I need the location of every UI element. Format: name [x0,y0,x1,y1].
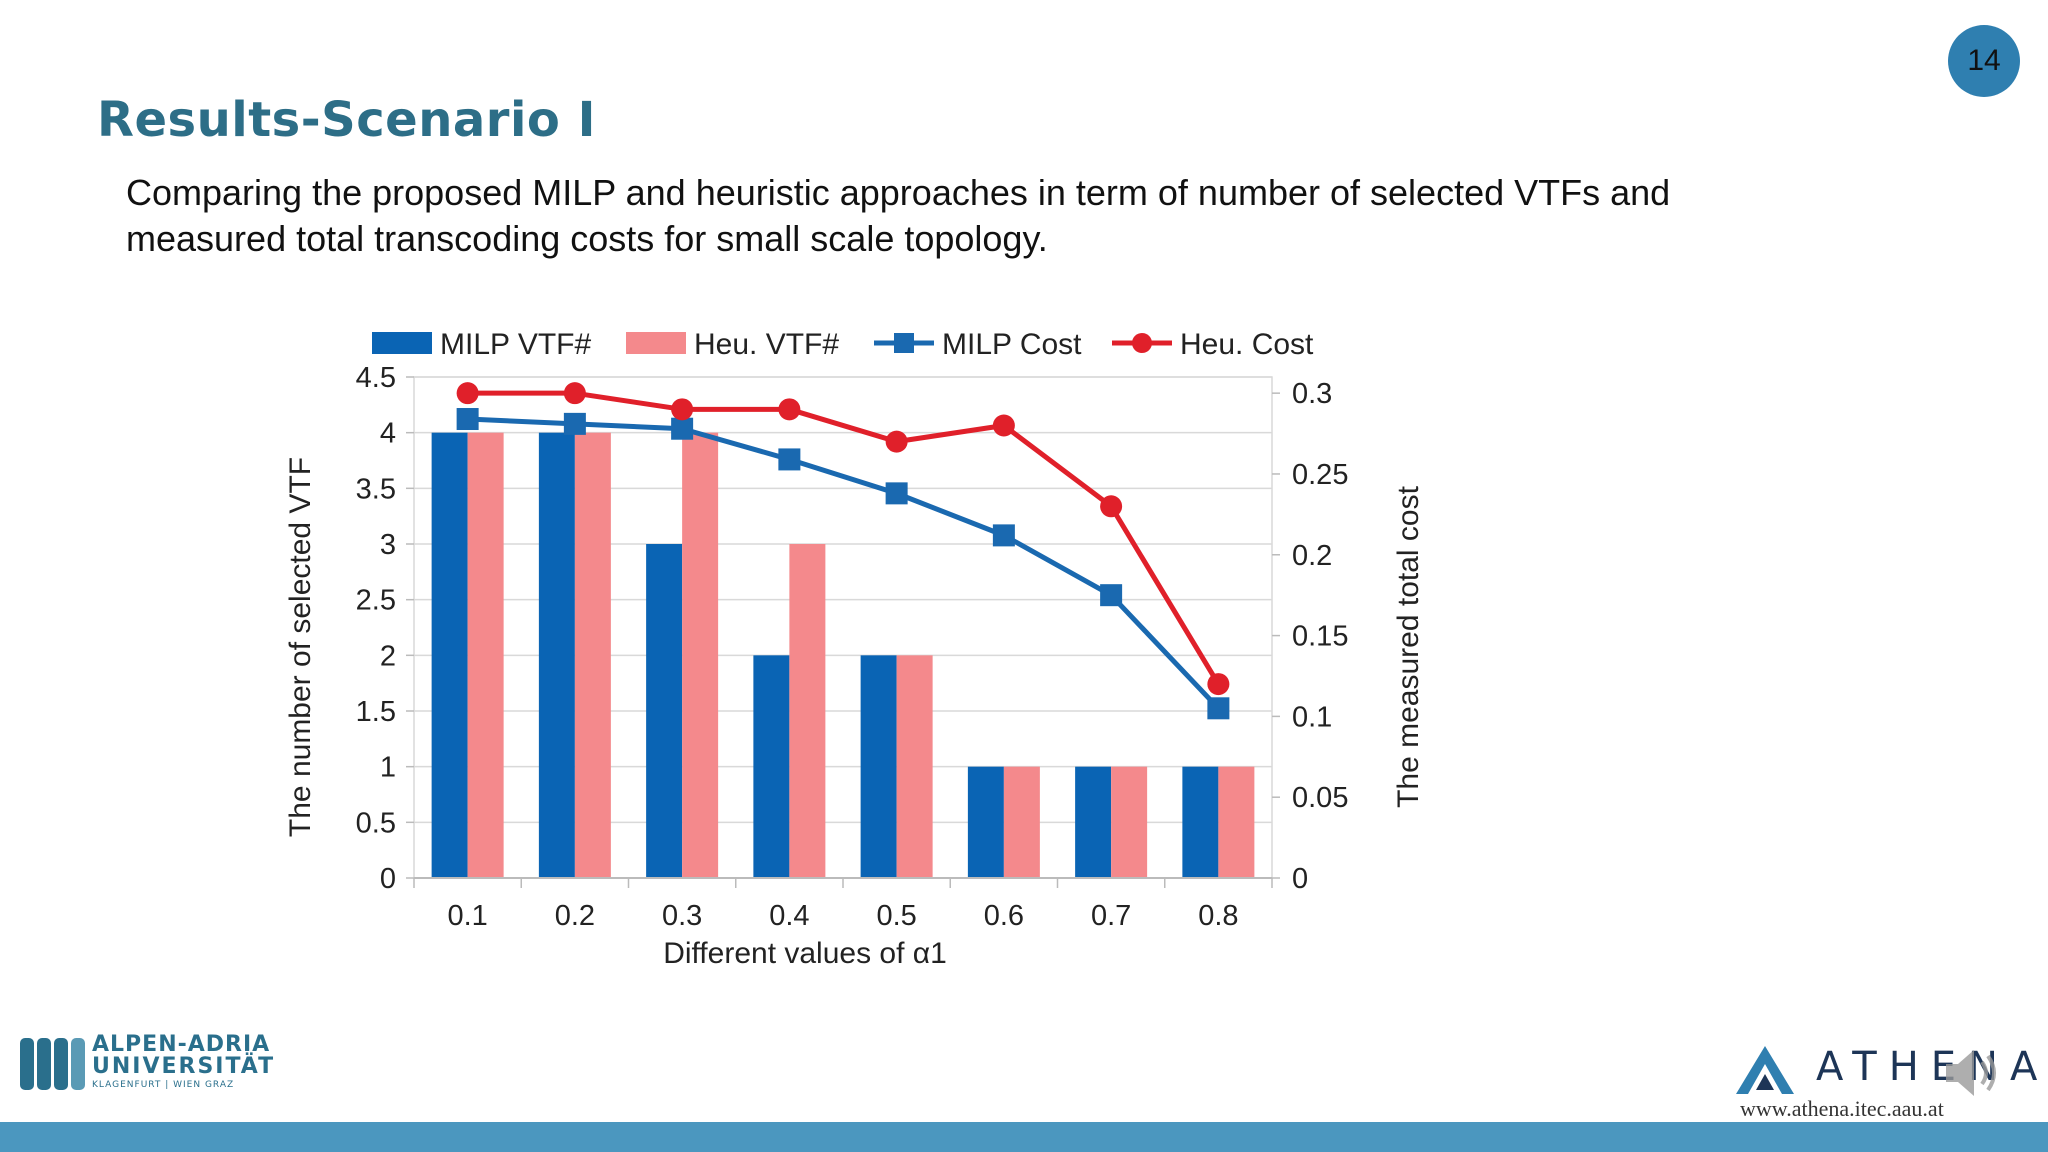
bar [467,432,504,878]
point-square [1100,584,1123,607]
point-circle [456,382,479,405]
series-line [467,390,1221,686]
y2-tick-label: 0.2 [1292,540,1332,572]
bar [574,432,611,878]
point-square [992,524,1015,547]
x-tick-label: 0.1 [447,900,487,932]
y2-tick-label: 0.05 [1292,782,1348,814]
point-circle [671,398,694,421]
aau-logo-line3: KLAGENFURT | WIEN GRAZ [92,1080,235,1090]
legend-marker [1132,333,1152,353]
point-circle [1100,495,1123,518]
y-tick-label: 4.5 [356,362,396,394]
page-number-badge: 14 [1948,25,2020,97]
point-square [778,448,801,471]
bar [1075,766,1112,878]
y-tick-label: 1.5 [356,696,396,728]
y-tick-label: 0.5 [356,807,396,839]
x-tick-label: 0.3 [662,900,702,932]
point-circle [778,398,801,421]
legend-label: MILP VTF# [440,328,591,361]
y2-tick-label: 0.3 [1292,378,1332,410]
combo-chart: 0 0.5 1 1.5 2 2.5 3 3.5 4 4.5 0 0.05 0.1 0.15 0.2 0.25 0… [284,328,1425,970]
y2-tick-label: 0 [1292,863,1308,895]
y-tick-label: 2 [380,640,396,672]
y2-tick-label: 0.25 [1292,459,1348,491]
bar [896,655,933,878]
point-circle [563,382,586,405]
y-tick-label: 0 [380,863,396,895]
y-tick-label: 4 [380,418,396,450]
x-tick-label: 0.6 [984,900,1024,932]
x-tick-label: 0.5 [876,900,916,932]
footer-bar [0,1122,2048,1152]
bar [753,655,790,878]
bar [682,432,719,878]
y-tick-label: 2.5 [356,585,396,617]
bar [967,766,1004,878]
aau-logo-line2: UNIVERSITÄT [92,1054,276,1079]
bar [1003,766,1040,878]
bar [860,655,897,878]
aau-logo: ALPEN-ADRIA UNIVERSITÄT KLAGENFURT | WIE… [20,1030,273,1110]
aau-logo-mark-icon [20,1038,85,1090]
x-tick-label: 0.7 [1091,900,1131,932]
point-square [885,482,908,505]
x-axis-label: Different values of α1 [663,937,947,970]
legend-label: MILP Cost [942,328,1082,361]
bar [431,432,468,878]
point-circle [1207,673,1230,696]
y2-axis-label: The measured total cost [1392,485,1425,807]
y-tick-label: 1 [380,752,396,784]
point-square [671,417,694,440]
y-tick-label: 3 [380,529,396,561]
bar [646,544,683,878]
slide-description: Comparing the proposed MILP and heuristi… [126,170,1826,262]
y2-tick-label: 0.15 [1292,621,1348,653]
series-line [467,416,1221,711]
bar [789,544,826,878]
bar [1218,766,1255,878]
legend-marker [894,333,914,353]
legend-swatch [626,332,686,354]
axes [406,376,1280,888]
description-line-2: measured total transcoding costs for sma… [126,218,1048,259]
y-tick-label: 3.5 [356,473,396,505]
bar [538,432,575,878]
line-series [456,382,1230,720]
point-circle [885,430,908,453]
description-line-1: Comparing the proposed MILP and heuristi… [126,172,1671,213]
aau-logo-line1: ALPEN-ADRIA [92,1032,271,1057]
legend-swatch [372,332,432,354]
bar-series [431,432,1255,878]
point-circle [992,414,1015,437]
point-square [563,412,586,435]
point-square [1207,697,1230,720]
athena-url: www.athena.itec.aau.at [1740,1096,1944,1121]
speaker-icon[interactable] [1942,1046,2002,1100]
slide-title: Results-Scenario I [97,92,596,148]
athena-logo: ATHENA www.athena.itec.aau.at [1730,1040,2048,1122]
legend-label: Heu. Cost [1180,328,1314,361]
point-square [456,408,479,431]
legend-label: Heu. VTF# [694,328,839,361]
x-tick-label: 0.2 [555,900,595,932]
x-tick-label: 0.8 [1198,900,1238,932]
legend: MILP VTF# Heu. VTF# MILP Cost Heu. Cost [372,328,1314,361]
y-axis-label: The number of selected VTF [284,457,317,837]
athena-triangle-icon [1736,1046,1794,1094]
tick-labels: 0 0.5 1 1.5 2 2.5 3 3.5 4 4.5 0 0.05 0.1 0.15 0.2 0.25 0… [356,362,1349,932]
athena-logo-text: ATHENA [1816,1044,2048,1090]
bar [1182,766,1219,878]
x-tick-label: 0.4 [769,900,809,932]
bar [1111,766,1148,878]
y2-tick-label: 0.1 [1292,701,1332,733]
